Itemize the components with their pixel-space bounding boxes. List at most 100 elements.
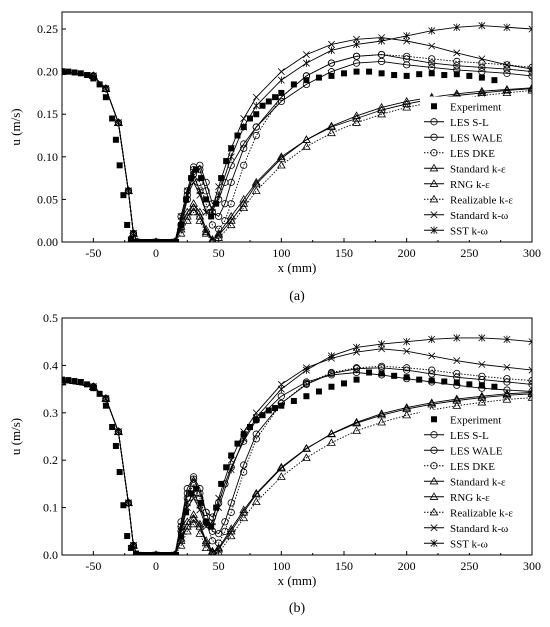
data-point	[453, 23, 461, 32]
data-point	[502, 85, 512, 93]
data-point	[71, 69, 78, 76]
data-point	[209, 237, 216, 242]
data-point	[272, 405, 279, 412]
data-point	[202, 187, 210, 195]
x-tick-label: 300	[523, 246, 541, 260]
data-point	[71, 378, 78, 385]
legend-marker	[430, 211, 438, 219]
data-point	[195, 529, 205, 537]
legend-marker	[429, 179, 439, 187]
data-point	[226, 220, 236, 229]
legend-label: LES DKE	[450, 148, 495, 160]
legend-marker	[430, 539, 438, 547]
data-point	[352, 59, 361, 67]
legend-marker	[430, 118, 438, 126]
data-point	[377, 362, 386, 370]
data-point	[453, 381, 461, 389]
legend-label: LES DKE	[450, 461, 495, 473]
data-point	[201, 543, 211, 551]
data-point	[327, 438, 336, 446]
x-tick-label: 150	[335, 559, 353, 573]
legend-label: LES WALE	[450, 132, 503, 144]
legend-entry: SST k-ω	[424, 538, 488, 550]
legend-label: Standard k-ω	[450, 210, 508, 222]
data-point	[428, 366, 436, 374]
data-point	[327, 128, 336, 137]
x-tick-label: 250	[460, 246, 478, 260]
y-tick-label: 0.05	[37, 192, 58, 206]
data-point	[77, 70, 84, 77]
data-point	[168, 552, 175, 555]
legend-marker	[430, 446, 438, 454]
data-point	[527, 85, 532, 94]
legend-label: SST k-ω	[450, 538, 488, 550]
data-point	[277, 76, 285, 84]
data-point	[190, 163, 198, 171]
data-point	[259, 412, 266, 419]
data-point	[240, 468, 248, 476]
y-tick-label: 0.15	[37, 107, 58, 121]
data-point	[240, 461, 248, 469]
data-point	[226, 216, 236, 224]
data-point	[416, 71, 423, 78]
legend-entry: LES DKE	[424, 461, 495, 473]
data-point	[208, 213, 215, 220]
data-point	[190, 171, 198, 180]
data-point	[328, 383, 335, 390]
x-axis-label: x (mm)	[278, 260, 317, 275]
panel-caption: (a)	[289, 289, 305, 304]
data-point	[302, 444, 311, 452]
data-point	[102, 94, 109, 101]
data-point	[120, 192, 127, 199]
data-point	[527, 83, 532, 91]
data-point	[377, 417, 386, 426]
data-point	[183, 187, 191, 195]
legend-marker	[431, 103, 437, 110]
data-point	[527, 393, 532, 401]
data-point	[428, 42, 436, 50]
data-point	[214, 548, 223, 555]
legend-marker	[429, 507, 439, 516]
data-point	[327, 352, 335, 360]
data-point	[502, 390, 512, 399]
data-point	[402, 102, 412, 111]
data-point	[201, 224, 211, 233]
data-point	[176, 224, 186, 233]
data-point	[62, 67, 66, 76]
data-point	[240, 428, 248, 436]
data-point	[403, 72, 410, 79]
data-point	[503, 65, 511, 73]
data-point	[528, 25, 532, 33]
data-point	[234, 132, 241, 139]
data-point	[203, 196, 210, 203]
plot-frame	[61, 11, 533, 243]
data-point	[189, 199, 198, 207]
data-point	[277, 385, 285, 393]
data-point	[239, 203, 249, 212]
y-axis-label: u (m/s)	[8, 108, 23, 145]
data-point	[528, 63, 532, 71]
legend-label: RNG k-ε	[450, 492, 490, 504]
data-point	[189, 514, 198, 523]
data-point	[277, 392, 285, 400]
data-point	[402, 403, 412, 411]
legend-entry: Experiment	[431, 101, 501, 113]
data-point	[503, 335, 511, 344]
data-point	[196, 187, 204, 195]
data-point	[114, 119, 122, 127]
data-point	[96, 81, 103, 88]
data-point	[198, 499, 205, 506]
data-point	[129, 541, 137, 550]
data-point	[109, 115, 116, 122]
data-point	[403, 375, 411, 383]
data-point	[453, 369, 461, 378]
data-point	[147, 239, 154, 242]
data-point	[114, 428, 122, 436]
data-point	[176, 536, 186, 544]
series-experiment	[62, 68, 498, 242]
data-point	[89, 72, 97, 80]
data-point	[259, 102, 266, 109]
data-point	[252, 93, 260, 101]
data-point	[202, 520, 210, 528]
data-point	[428, 377, 435, 384]
